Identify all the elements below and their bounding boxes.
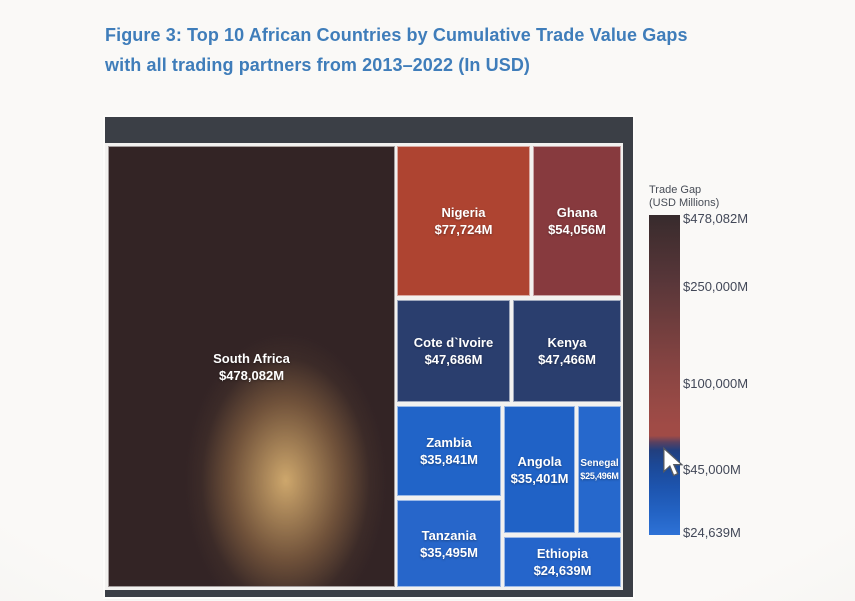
legend-title-line1: Trade Gap [649,184,702,196]
value-label: $25,496M [580,470,619,481]
treemap-node-nigeria[interactable]: Nigeria $77,724M [397,146,530,296]
value-label: $47,686M [424,352,483,367]
value-label: $35,841M [420,452,478,467]
treemap-node-angola[interactable]: Angola $35,401M [504,406,575,533]
value-label: $35,495M [420,544,478,560]
country-label: Tanzania [421,527,477,543]
legend-gradient-bar [649,215,680,535]
country-label: Ethiopia [536,546,589,561]
country-label: Nigeria [441,205,486,220]
mouse-pointer-icon [663,447,684,477]
treemap-node-kenya[interactable]: Kenya $47,466M [513,300,621,402]
value-label: $35,401M [510,470,569,486]
country-label: Zambia [426,435,472,450]
country-label: Angola [517,453,562,469]
country-label: Ghana [556,205,598,220]
treemap-node-zambia[interactable]: Zambia $35,841M [397,406,501,496]
legend-tick-label: $100,000M [683,376,749,391]
legend-tick-label: $250,000M [683,279,749,294]
color-legend: Trade Gap (USD Millions) $478,082M $250,0… [649,184,849,564]
country-label: South Africa [213,350,290,366]
treemap-plot-area: South Africa $478,082M Nigeria $77,724M … [105,143,623,590]
legend-title: Trade Gap (USD Millions) [649,184,849,210]
country-label: Cote d`Ivoire [413,335,494,350]
figure-title: Figure 3: Top 10 African Countries by Cu… [105,20,705,80]
legend-title-line2: (USD Millions) [649,197,720,209]
value-label: $24,639M [533,563,592,578]
treemap-node-ghana[interactable]: Ghana $54,056M [533,146,621,296]
value-label: $47,466M [538,352,596,367]
figure-title-line1: Figure 3: Top 10 African Countries by Cu… [105,25,688,45]
treemap-node-ethiopia[interactable]: Ethiopia $24,639M [504,537,621,587]
value-label: $54,056M [548,222,606,237]
value-label: $478,082M [218,367,285,383]
treemap-node-tanzania[interactable]: Tanzania $35,495M [397,500,501,587]
country-label: Kenya [547,335,587,350]
legend-tick-label: $24,639M [683,525,741,540]
treemap-node-cote-divoire[interactable]: Cote d`Ivoire $47,686M [397,300,510,402]
treemap-node-south-africa[interactable]: South Africa $478,082M [108,146,395,587]
legend-tick-label: $478,082M [683,211,749,226]
treemap-chart: South Africa $478,082M Nigeria $77,724M … [105,117,633,597]
treemap-node-senegal[interactable]: Senegal $25,496M [578,406,621,533]
country-label: Senegal [580,457,619,469]
figure-title-line2: with all trading partners from 2013–2022… [105,55,531,75]
legend-tick-label: $45,000M [683,462,741,477]
value-label: $77,724M [434,222,493,237]
